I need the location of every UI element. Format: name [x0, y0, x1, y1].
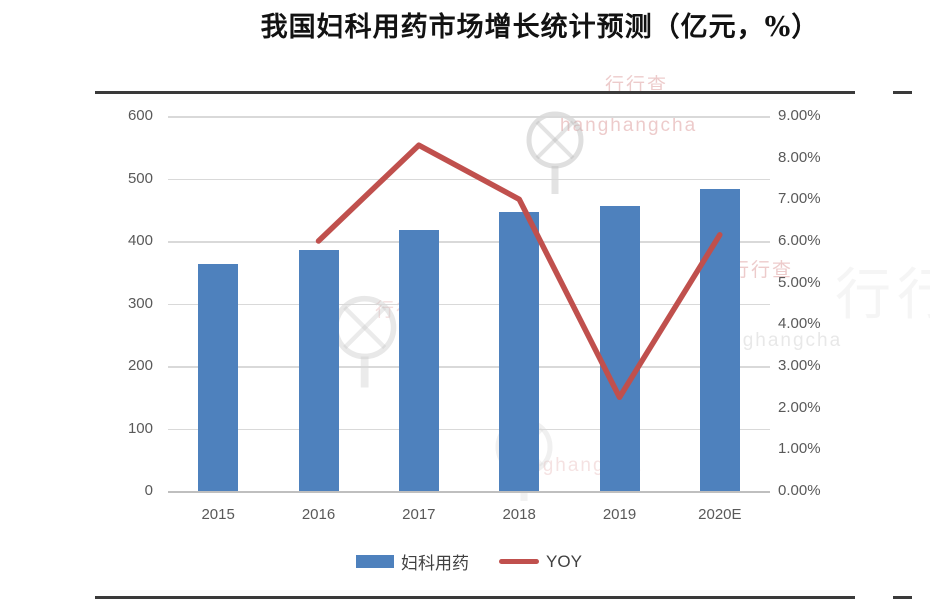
right-axis-tick: 3.00% [778, 357, 821, 374]
left-axis-tick: 400 [127, 232, 153, 249]
yoy-line-series [315, 142, 723, 401]
x-axis-tick: 2020E [698, 506, 742, 523]
left-axis-tick: 200 [127, 357, 153, 374]
left-axis-tick: 600 [127, 107, 153, 124]
gridline [168, 428, 770, 431]
right-axis-tick: 7.00% [778, 190, 821, 208]
bar-swatch-icon [356, 555, 395, 568]
plot-area [168, 116, 770, 493]
x-axis-tick: 2016 [301, 506, 336, 523]
left-axis-tick: 300 [127, 294, 153, 312]
right-axis-tick: 6.00% [778, 232, 821, 249]
gridline [168, 241, 770, 243]
x-axis-tick: 2015 [201, 506, 235, 523]
legend: 妇科用药 YOY [168, 549, 770, 574]
bar-2018 [499, 211, 540, 491]
frame-line-top [95, 91, 855, 94]
left-axis-tick: 500 [127, 169, 153, 187]
x-axis-tick: 2017 [402, 506, 436, 523]
bar-2015 [198, 264, 239, 491]
right-axis-tick: 5.00% [778, 273, 821, 291]
frame-line-bottom [95, 596, 855, 599]
right-axis-tick: 4.00% [778, 315, 821, 333]
legend-item-bar: 妇科用药 [356, 549, 469, 574]
right-axis-tick: 0.00% [778, 482, 821, 499]
gridline [168, 303, 770, 306]
right-axis-tick: 2.00% [778, 398, 821, 416]
right-axis-tick: 9.00% [778, 107, 821, 124]
left-axis-tick: 100 [127, 419, 153, 437]
bar-2019 [599, 206, 640, 491]
line-swatch-icon [499, 559, 540, 564]
left-axis-tick: 0 [144, 482, 153, 499]
x-axis-tick: 2019 [602, 506, 637, 523]
yoy-polyline [315, 142, 723, 401]
gridline [168, 491, 770, 493]
right-axis-tick: 1.00% [778, 440, 821, 458]
bar-2017 [398, 230, 439, 491]
watermark-text: 行行查 [835, 263, 930, 326]
legend-label: 妇科用药 [401, 554, 470, 573]
legend-item-line: YOY [499, 552, 582, 572]
right-axis-tick: 8.00% [778, 148, 821, 166]
legend-label: YOY [546, 551, 582, 571]
chart-title: 我国妇科用药市场增长统计预测（亿元，%） [260, 12, 820, 43]
frame-dash-bottom-right [893, 596, 912, 599]
x-axis-tick: 2018 [502, 506, 536, 523]
gridline [168, 366, 770, 368]
frame-dash-top-right [893, 91, 912, 94]
gridline [168, 178, 770, 181]
bar-2016 [298, 250, 339, 491]
gridline [168, 116, 770, 118]
